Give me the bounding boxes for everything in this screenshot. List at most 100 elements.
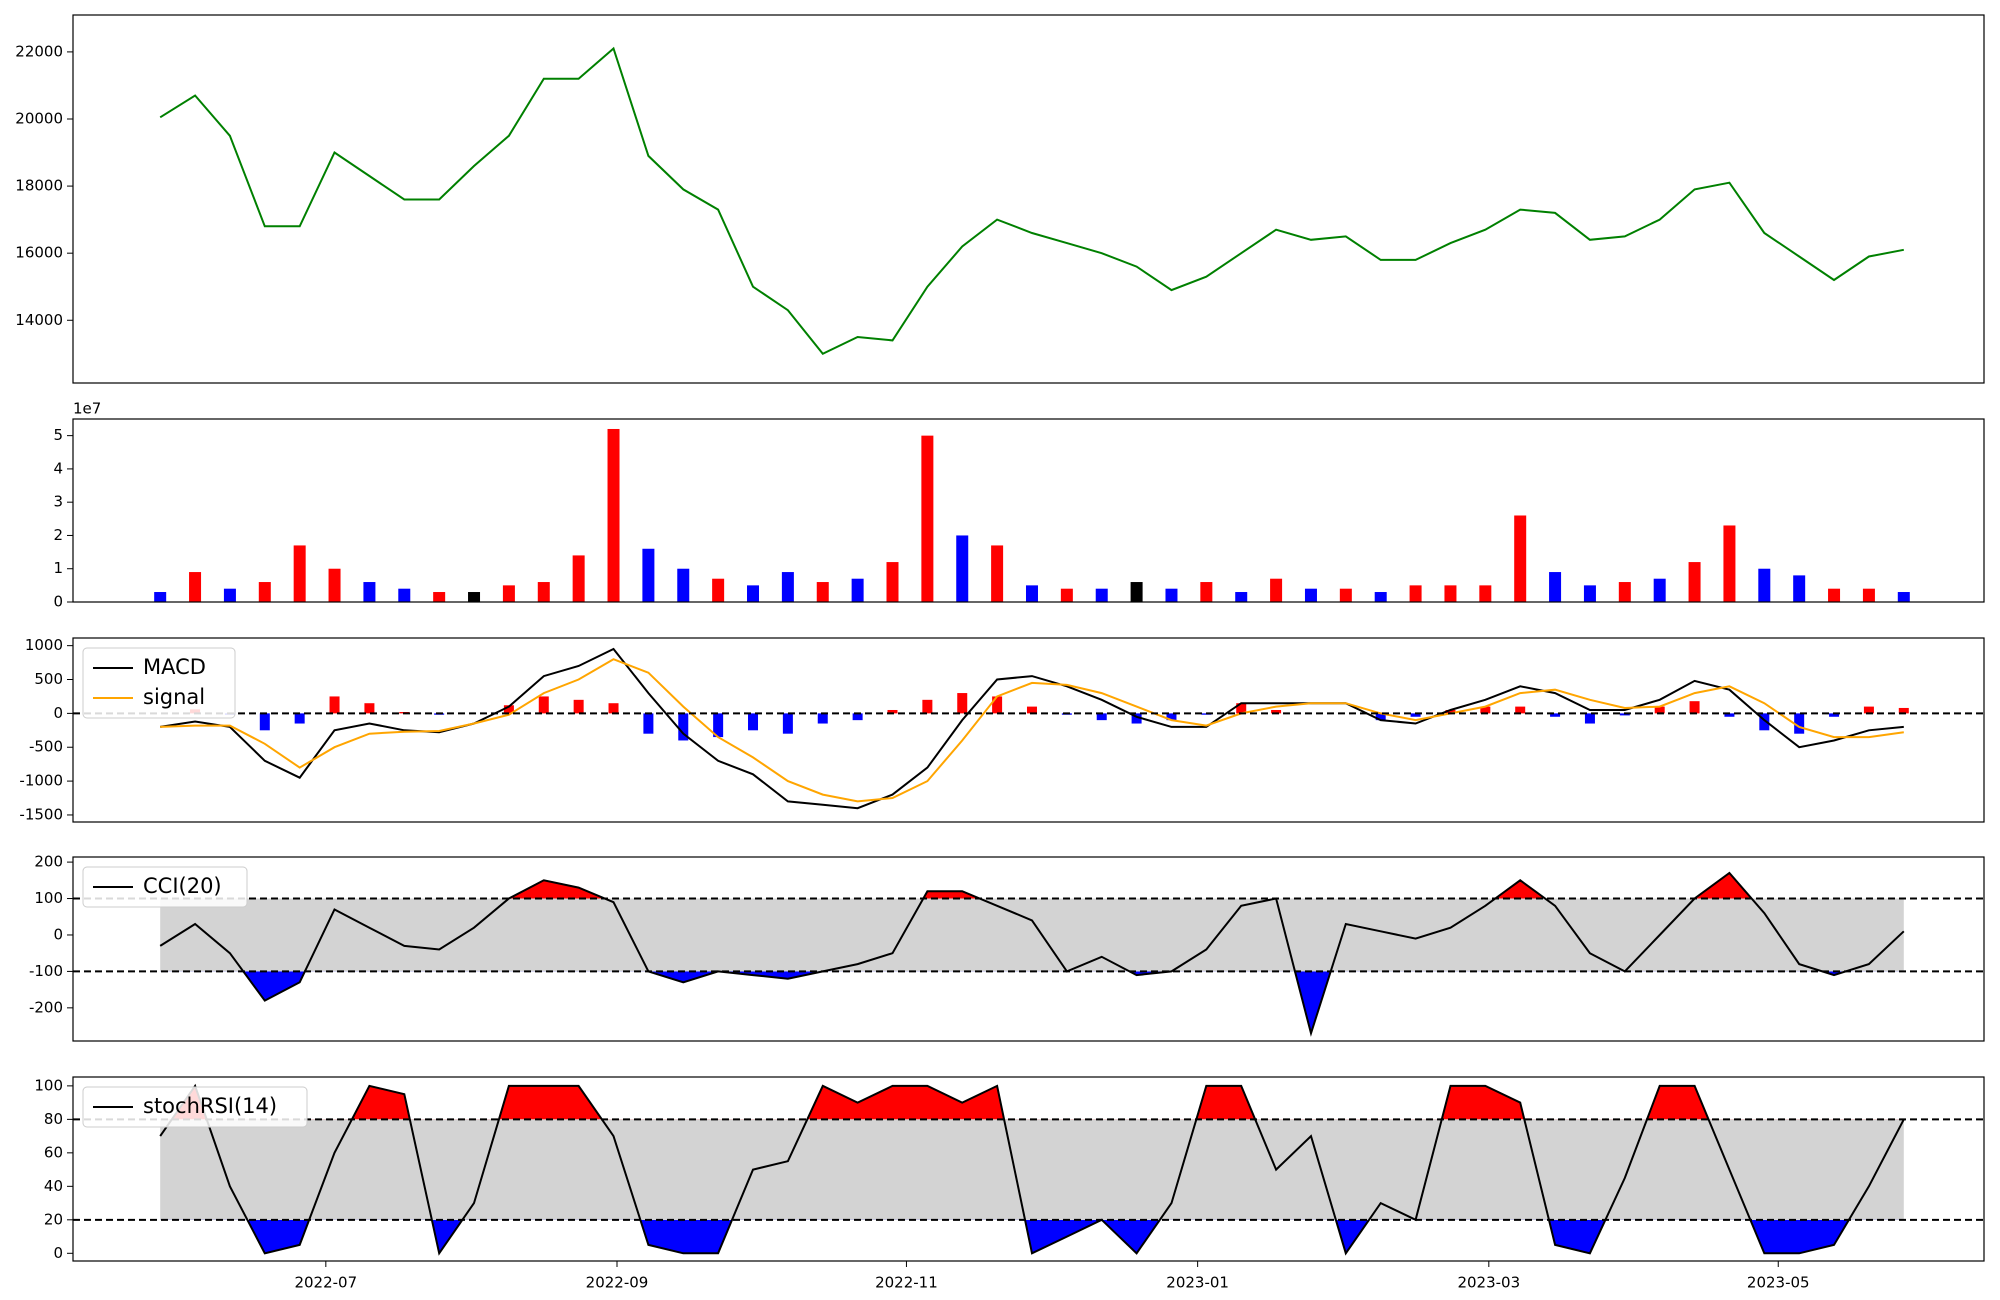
histogram-bar <box>1759 713 1770 731</box>
volume-bar <box>1130 582 1143 602</box>
histogram-bar <box>748 713 759 731</box>
volume-bar <box>1374 592 1387 602</box>
volume-bar <box>851 578 864 602</box>
histogram-bar <box>1236 703 1247 714</box>
histogram-bar <box>1131 713 1142 724</box>
legend-box <box>82 1086 308 1128</box>
y-tick-label: 0 <box>53 704 63 722</box>
volume-bar <box>1758 568 1771 602</box>
histogram-bar <box>1689 701 1700 714</box>
axes-frame <box>72 14 1985 384</box>
indicator-line <box>160 647 1904 810</box>
volume-bar <box>956 535 969 602</box>
volume-bar <box>572 555 585 602</box>
y-tick-label: 18000 <box>15 177 63 195</box>
volume-bar <box>781 572 794 602</box>
y-tick-label: 2 <box>53 526 63 544</box>
y-tick-label: -500 <box>29 738 63 756</box>
volume-bar <box>1025 585 1038 602</box>
y-tick-label: 500 <box>34 670 63 688</box>
histogram-bar <box>329 696 340 714</box>
volume-bar <box>537 582 550 602</box>
price-line <box>159 46 1904 356</box>
histogram-bar <box>1898 707 1909 714</box>
volume-bar <box>1200 582 1213 602</box>
y-tick-label: 1000 <box>25 636 63 654</box>
axes-frame <box>72 418 1985 603</box>
volume-bar <box>1618 582 1631 602</box>
axes-frame <box>72 856 1985 1042</box>
legend-label: CCI(20) <box>143 874 222 898</box>
axes-frame <box>72 637 1985 823</box>
volume-bar <box>1653 578 1666 602</box>
volume-bar <box>1583 585 1596 602</box>
axes-frame <box>72 1076 1985 1262</box>
histogram-bar <box>1375 713 1386 721</box>
histogram-bar <box>713 713 724 738</box>
y-tick-label: 3 <box>53 493 63 511</box>
volume-bar <box>1688 562 1701 602</box>
volume-bar <box>1793 575 1806 602</box>
histogram-bar <box>503 705 514 714</box>
volume-bar <box>1339 588 1352 602</box>
histogram-bar <box>1271 709 1282 714</box>
y-tick-label: 1 <box>53 559 63 577</box>
x-tick-label: 2023-01 <box>1166 1274 1229 1292</box>
volume-bar <box>189 572 202 602</box>
volume-bar <box>328 568 341 602</box>
histogram-bar <box>817 713 828 724</box>
y-tick-label: 80 <box>44 1110 63 1128</box>
volume-bar <box>712 578 725 602</box>
histogram-bar <box>294 713 305 724</box>
histogram-bar <box>1724 713 1735 717</box>
volume-bar <box>1409 585 1422 602</box>
volume-bar <box>1060 588 1073 602</box>
y-tick-label: 20 <box>44 1210 63 1228</box>
x-tick-label: 2022-11 <box>875 1274 938 1292</box>
volume-bar <box>258 582 271 602</box>
volume-bar <box>1897 592 1910 602</box>
histogram-bar <box>259 713 270 731</box>
volume-bar <box>1479 585 1492 602</box>
band <box>160 898 1904 972</box>
histogram-bar <box>992 696 1003 714</box>
histogram-bar <box>922 699 933 714</box>
y-tick-label: 40 <box>44 1177 63 1195</box>
y-tick-label: -100 <box>29 962 63 980</box>
y-tick-label: -1500 <box>19 805 63 823</box>
volume-bar <box>223 588 236 602</box>
histogram-bar <box>782 713 793 734</box>
volume-bar <box>886 562 899 602</box>
volume-bar <box>154 592 167 602</box>
histogram-bar <box>1794 713 1805 734</box>
histogram-bar <box>1166 713 1177 721</box>
volume-bar <box>1304 588 1317 602</box>
volume-bar <box>1828 588 1841 602</box>
histogram-bar <box>538 696 549 714</box>
indicator-line <box>159 1083 1905 1256</box>
histogram-bar <box>1654 706 1665 714</box>
indicator-line <box>160 658 1904 803</box>
x-tick-label: 2023-05 <box>1747 1274 1810 1292</box>
y-tick-label: 22000 <box>15 42 63 60</box>
offset-label: 1e7 <box>73 400 101 418</box>
volume-bar <box>1723 525 1736 602</box>
volume-bar <box>1165 588 1178 602</box>
volume-bar <box>363 582 376 602</box>
histogram-bar <box>852 713 863 721</box>
legend-label: stochRSI(14) <box>143 1094 277 1118</box>
volume-bar <box>433 592 446 602</box>
histogram-bar <box>887 709 898 714</box>
y-tick-label: 200 <box>34 853 63 871</box>
legend-box <box>82 647 236 719</box>
y-tick-label: 0 <box>53 1244 63 1262</box>
legend-label: signal <box>143 685 205 709</box>
y-tick-label: -1000 <box>19 772 63 790</box>
legend-box <box>82 866 248 908</box>
histogram-bar <box>1829 713 1840 717</box>
y-tick-label: 5 <box>53 426 63 444</box>
histogram-bar <box>1410 713 1421 717</box>
volume-bar <box>1270 578 1283 602</box>
volume-bar <box>502 585 515 602</box>
y-tick-label: 60 <box>44 1143 63 1161</box>
